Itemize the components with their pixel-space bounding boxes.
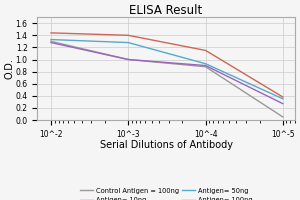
Control Antigen = 100ng	[204, 66, 207, 68]
Antigen= 10ng	[204, 64, 207, 67]
Antigen= 50ng	[281, 98, 285, 100]
Line: Antigen= 10ng: Antigen= 10ng	[51, 43, 283, 104]
Legend: Control Antigen = 100ng, Antigen= 10ng, Antigen= 50ng, Antigen= 100ng: Control Antigen = 100ng, Antigen= 10ng, …	[77, 185, 255, 200]
Antigen= 100ng	[127, 34, 130, 37]
Antigen= 100ng	[49, 32, 53, 34]
Antigen= 50ng	[127, 41, 130, 44]
Antigen= 100ng	[204, 49, 207, 52]
Antigen= 100ng	[281, 96, 285, 98]
Control Antigen = 100ng	[49, 40, 53, 43]
Control Antigen = 100ng	[127, 58, 130, 61]
Antigen= 10ng	[281, 102, 285, 105]
Antigen= 10ng	[127, 58, 130, 61]
Y-axis label: O.D.: O.D.	[4, 58, 14, 79]
Line: Antigen= 100ng: Antigen= 100ng	[51, 33, 283, 97]
Antigen= 50ng	[49, 38, 53, 41]
Line: Antigen= 50ng: Antigen= 50ng	[51, 40, 283, 99]
Title: ELISA Result: ELISA Result	[130, 4, 203, 17]
X-axis label: Serial Dilutions of Antibody: Serial Dilutions of Antibody	[100, 140, 232, 150]
Line: Control Antigen = 100ng: Control Antigen = 100ng	[51, 41, 283, 117]
Antigen= 50ng	[204, 63, 207, 65]
Control Antigen = 100ng	[281, 116, 285, 118]
Antigen= 10ng	[49, 41, 53, 44]
